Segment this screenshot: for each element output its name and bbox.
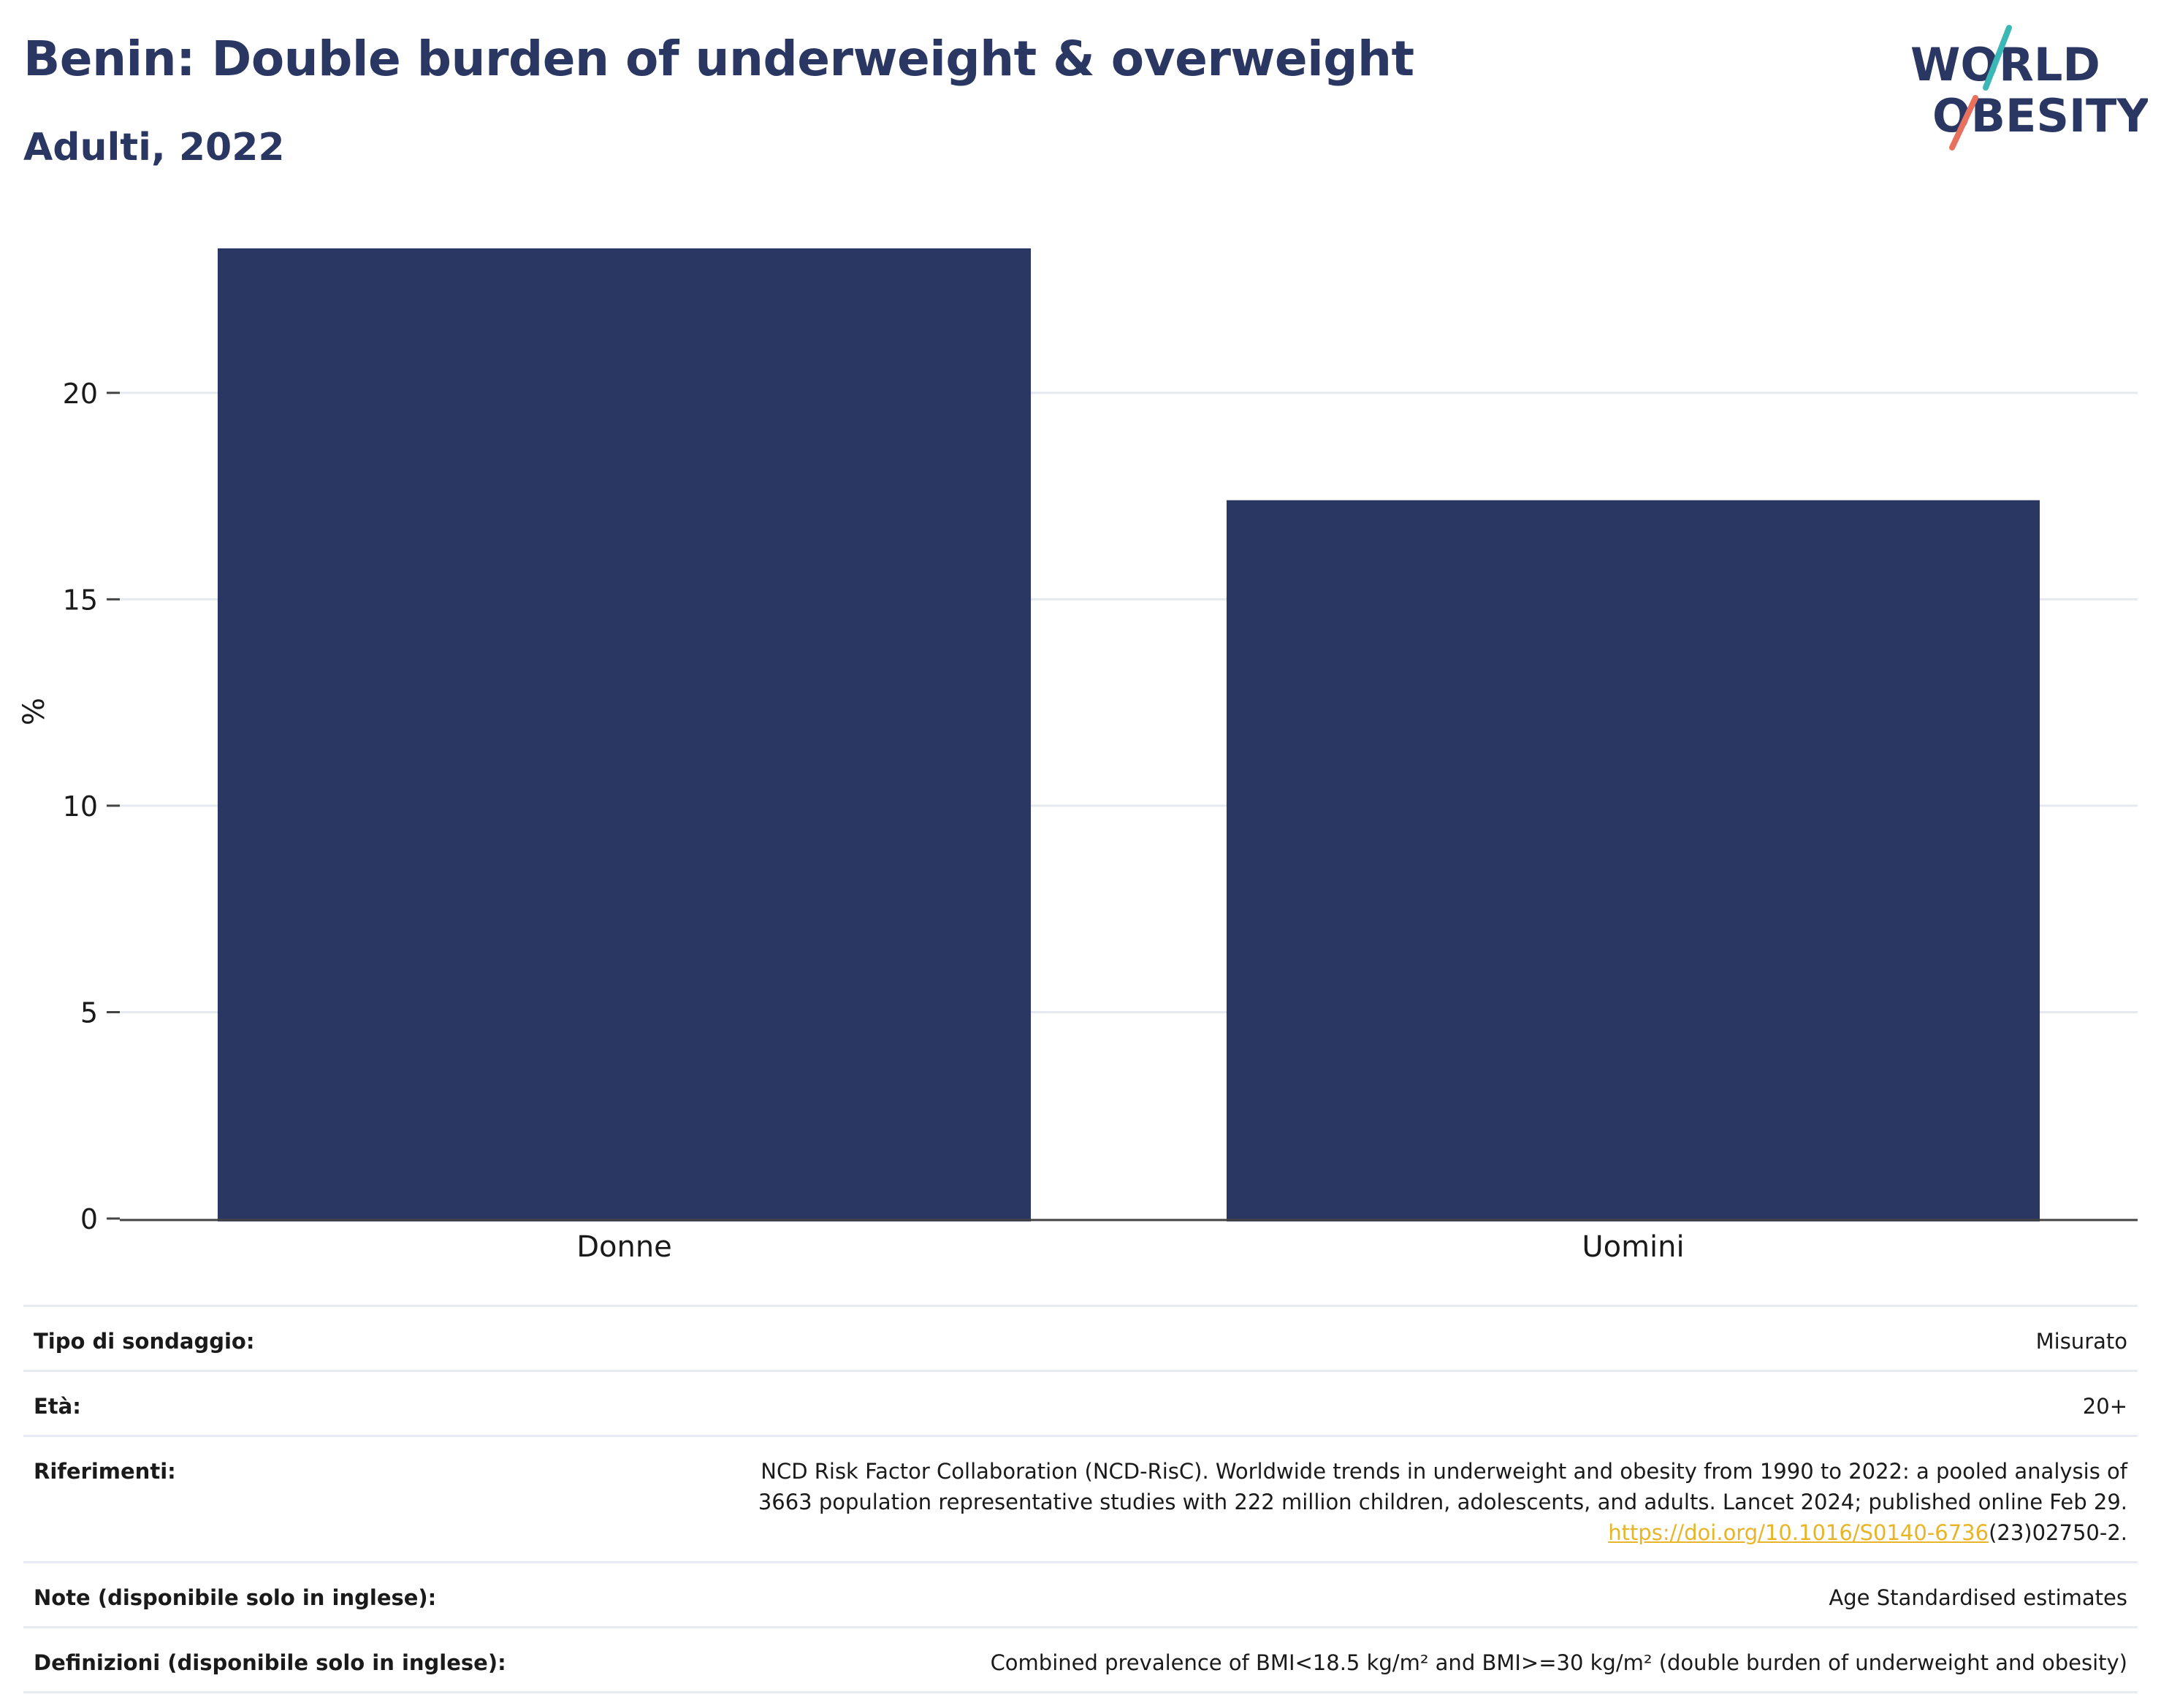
- notes-value: Age Standardised estimates: [1829, 1585, 2127, 1610]
- x-axis-ticks: Donne Uomini: [576, 1230, 1684, 1264]
- y-axis-ticks: 0 5 10 15 20: [63, 378, 120, 1235]
- info-row-age: Età: 20+: [23, 1370, 2138, 1436]
- references-label: Riferimenti:: [34, 1459, 176, 1484]
- info-row-notes: Note (disponibile solo in inglese): Age …: [23, 1562, 2138, 1628]
- y-tick-label: 5: [80, 996, 98, 1029]
- survey-type-label: Tipo di sondaggio:: [34, 1329, 255, 1354]
- bar-donne: [217, 248, 1032, 1221]
- logo-slash-teal: [1983, 25, 2012, 91]
- bar-chart: 0 5 10 15 20 Donne Uomini %: [18, 248, 2138, 1264]
- page-subtitle: Adulti, 2022: [23, 126, 285, 169]
- definitions-label: Definizioni (disponibile solo in inglese…: [34, 1650, 506, 1675]
- y-axis-label: %: [18, 698, 51, 725]
- references-link-suffix: (23)02750-2.: [1989, 1520, 2127, 1545]
- bars: [217, 248, 2040, 1221]
- page-title: Benin: Double burden of underweight & ov…: [23, 31, 1414, 87]
- logo-slash-coral: [1949, 95, 1978, 150]
- world-obesity-logo: WORLD OBESITY: [1910, 25, 2148, 150]
- references-line1: NCD Risk Factor Collaboration (NCD-RisC)…: [761, 1459, 2127, 1484]
- references-line2: 3663 population representative studies w…: [758, 1490, 2127, 1514]
- x-tick-label: Uomini: [1582, 1230, 1684, 1264]
- references-link[interactable]: https://doi.org/10.1016/S0140-6736: [1608, 1520, 1989, 1545]
- bar-uomini: [1226, 500, 2040, 1221]
- info-row-references: Riferimenti: NCD Risk Factor Collaborati…: [23, 1436, 2138, 1563]
- definitions-value: Combined prevalence of BMI<18.5 kg/m² an…: [990, 1650, 2127, 1675]
- age-label: Età:: [34, 1394, 81, 1419]
- info-row-survey-type: Tipo di sondaggio: Misurato: [23, 1305, 2138, 1371]
- info-row-definitions: Definizioni (disponibile solo in inglese…: [23, 1627, 2138, 1693]
- age-value: 20+: [2082, 1394, 2127, 1419]
- survey-type-value: Misurato: [2035, 1329, 2127, 1354]
- y-tick-label: 20: [63, 378, 98, 410]
- info-table: Tipo di sondaggio: Misurato Età: 20+ Rif…: [23, 1305, 2138, 1693]
- y-tick-label: 10: [63, 790, 98, 823]
- y-tick-label: 15: [63, 584, 98, 616]
- references-value: NCD Risk Factor Collaboration (NCD-RisC)…: [599, 1436, 2138, 1563]
- logo-line1: WORLD: [1910, 38, 2100, 91]
- notes-label: Note (disponibile solo in inglese):: [34, 1585, 437, 1610]
- x-tick-label: Donne: [576, 1230, 672, 1264]
- y-tick-label: 0: [80, 1203, 98, 1235]
